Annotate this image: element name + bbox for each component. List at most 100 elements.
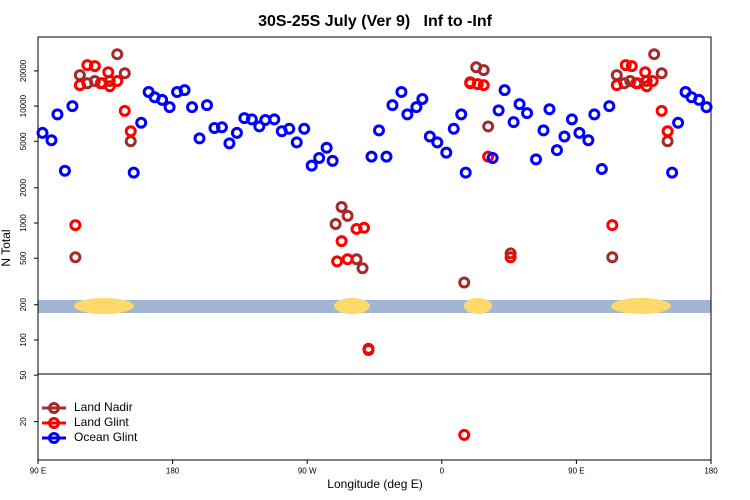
- data-point: [672, 116, 685, 129]
- land-patch: [464, 298, 492, 314]
- data-point: [550, 144, 563, 157]
- data-point: [606, 251, 619, 264]
- x-tick-label: 180: [704, 467, 718, 476]
- data-point: [305, 159, 318, 172]
- y-tick-label: 10000: [19, 94, 28, 117]
- data-point: [331, 255, 344, 268]
- y-axis-label: N Total: [0, 229, 13, 266]
- data-point: [69, 219, 82, 232]
- data-point: [386, 99, 399, 112]
- data-point: [588, 108, 601, 121]
- x-tick-label: 90 W: [298, 467, 317, 476]
- data-point: [410, 101, 423, 114]
- data-point: [268, 113, 281, 126]
- data-point: [537, 124, 550, 137]
- data-point: [455, 108, 468, 121]
- data-point: [431, 136, 444, 149]
- data-point: [88, 60, 101, 73]
- data-point: [482, 120, 495, 133]
- data-point: [127, 166, 140, 179]
- data-point: [655, 104, 668, 117]
- ocean-strip: [38, 300, 711, 313]
- data-point: [186, 101, 199, 114]
- data-point: [440, 146, 453, 159]
- data-point: [283, 122, 296, 135]
- data-point: [73, 79, 86, 92]
- data-point: [395, 86, 408, 99]
- legend-label: Land Glint: [74, 415, 129, 429]
- data-point: [341, 209, 354, 222]
- data-point: [245, 113, 258, 126]
- land-patch: [74, 298, 134, 314]
- legend-marker: [48, 402, 60, 414]
- data-point: [73, 69, 86, 82]
- data-point: [118, 104, 131, 117]
- data-point: [565, 113, 578, 126]
- data-point: [606, 219, 619, 232]
- data-point: [135, 116, 148, 129]
- data-point: [513, 98, 526, 111]
- y-tick-label: 200: [19, 298, 28, 312]
- data-point: [625, 60, 638, 73]
- data-point: [111, 48, 124, 61]
- data-point: [362, 344, 375, 357]
- data-point: [326, 154, 339, 167]
- y-tick-label: 5000: [19, 132, 28, 150]
- data-point: [610, 69, 623, 82]
- y-tick-label: 20: [19, 417, 28, 426]
- x-tick-label: 90 E: [30, 467, 46, 476]
- y-tick-label: 20000: [19, 59, 28, 82]
- data-point: [666, 166, 679, 179]
- data-point: [477, 79, 490, 92]
- data-point: [163, 101, 176, 114]
- y-tick-label: 1000: [19, 214, 28, 232]
- data-point: [103, 80, 116, 93]
- data-point: [372, 124, 385, 137]
- data-point: [661, 125, 674, 138]
- data-point: [365, 150, 378, 163]
- y-tick-label: 2000: [19, 178, 28, 196]
- data-point: [178, 84, 191, 97]
- data-point: [356, 262, 369, 275]
- data-point: [423, 130, 436, 143]
- data-point: [507, 116, 520, 129]
- data-point: [700, 101, 713, 114]
- data-point: [610, 79, 623, 92]
- y-tick-label: 50: [19, 370, 28, 379]
- land-patch: [611, 298, 671, 314]
- data-point: [530, 153, 543, 166]
- data-point: [290, 136, 303, 149]
- data-point: [492, 104, 505, 117]
- x-tick-label: 180: [166, 467, 180, 476]
- data-point: [458, 428, 471, 441]
- data-point: [58, 164, 71, 177]
- data-point: [477, 64, 490, 77]
- data-point: [329, 218, 342, 231]
- data-point: [655, 67, 668, 80]
- data-point: [335, 201, 348, 214]
- data-point: [459, 166, 472, 179]
- data-point: [51, 108, 64, 121]
- data-point: [582, 134, 595, 147]
- map-strip: [38, 298, 711, 314]
- data-point: [358, 221, 371, 234]
- data-point: [595, 162, 608, 175]
- data-point: [558, 130, 571, 143]
- data-point: [639, 66, 652, 79]
- data-point: [486, 151, 499, 164]
- chart-title: 30S-25S July (Ver 9) Inf to -Inf: [258, 13, 493, 30]
- data-point: [253, 120, 266, 133]
- data-point: [230, 126, 243, 139]
- data-point: [215, 121, 228, 134]
- data-point: [111, 74, 124, 87]
- data-point: [335, 235, 348, 248]
- data-point: [543, 103, 556, 116]
- data-point: [45, 134, 58, 147]
- data-point: [504, 251, 517, 264]
- y-tick-label: 500: [19, 251, 28, 265]
- data-point: [124, 135, 137, 148]
- data-point: [313, 151, 326, 164]
- land-patch: [334, 298, 370, 314]
- data-point: [521, 107, 534, 120]
